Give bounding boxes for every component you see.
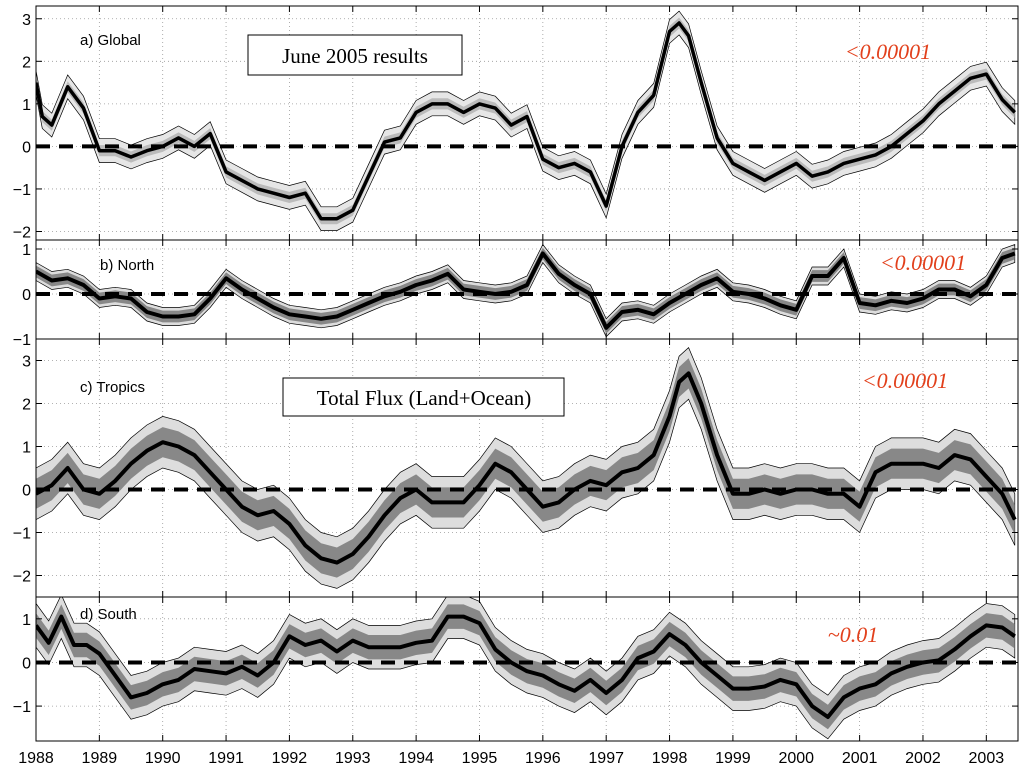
x-tick-label: 1988 xyxy=(18,750,54,767)
y-tick-label: 1 xyxy=(22,440,31,457)
y-tick-label: 1 xyxy=(22,612,31,629)
significance-annotation: <0.00001 xyxy=(845,39,931,64)
panels: −2 −1 0 1 2 3 a) Global June 2005 results <0.000… xyxy=(13,5,1019,742)
y-tick-label: 1 xyxy=(22,97,31,114)
inner-uncertainty-band xyxy=(36,17,1015,225)
y-tick-label: 0 xyxy=(22,139,31,156)
y-tick-label: −1 xyxy=(13,182,31,199)
significance-annotation: ~0.01 xyxy=(828,622,878,647)
x-tick-label: 1997 xyxy=(588,750,624,767)
x-tick-label: 1994 xyxy=(398,750,434,767)
panel-tropics-series xyxy=(36,347,1017,589)
panel-label: a) Global xyxy=(80,32,141,49)
mean-flux-line xyxy=(36,614,1016,719)
panel-south-frame xyxy=(35,596,1019,742)
x-tick-label: 1991 xyxy=(208,750,244,767)
mean-flux-line xyxy=(36,251,1016,330)
panel-tropics: −2 −1 0 1 2 3 c) Tropics Total Flux (Land+Ocean… xyxy=(13,338,1019,598)
x-tick-label: 1998 xyxy=(652,750,688,767)
panel-label: b) North xyxy=(100,257,154,274)
panel-label: c) Tropics xyxy=(80,379,145,396)
x-tick-label: 2001 xyxy=(842,750,878,767)
box-label-frame xyxy=(282,377,565,417)
y-tick-label: 0 xyxy=(22,655,31,672)
x-tick-label: 1992 xyxy=(272,750,308,767)
y-tick-label: 2 xyxy=(22,54,31,71)
inner-uncertainty-band xyxy=(36,358,1015,578)
box-label: Total Flux (Land+Ocean) xyxy=(317,386,531,410)
y-tick-label: 0 xyxy=(22,287,31,304)
y-tick-label: −1 xyxy=(13,332,31,349)
panel-north: −1 0 1 b) North <0.00001 xyxy=(13,239,1019,349)
y-tick-label: 3 xyxy=(22,12,31,29)
inner-uncertainty-band xyxy=(36,604,1015,730)
y-tick-label: 0 xyxy=(22,483,31,500)
significance-annotation: <0.00001 xyxy=(862,368,948,393)
y-tick-label: 1 xyxy=(22,242,31,259)
y-tick-label: −2 xyxy=(13,569,31,586)
x-tick-label: 2002 xyxy=(905,750,941,767)
panel-south-series xyxy=(36,597,1016,740)
box-label: June 2005 results xyxy=(282,44,428,68)
y-tick-label: 3 xyxy=(22,354,31,371)
panel-south: −1 0 1 d) South ~0.01 xyxy=(13,596,1019,742)
x-axis: 1988 1989 1990 1991 1992 1993 1994 1995 1996 1997… xyxy=(18,750,1004,767)
x-tick-label: 1996 xyxy=(525,750,561,767)
y-tick-label: 2 xyxy=(22,397,31,414)
x-tick-label: 2000 xyxy=(778,750,814,767)
panel-label: d) South xyxy=(80,606,137,623)
y-tick-label: −2 xyxy=(13,224,31,241)
x-tick-label: 1993 xyxy=(335,750,371,767)
panel-global-grid xyxy=(36,6,1018,240)
mean-flux-line xyxy=(36,21,1017,221)
x-tick-label: 1989 xyxy=(82,750,118,767)
panel-global-series xyxy=(36,10,1017,231)
x-tick-label: 1990 xyxy=(145,750,181,767)
mean-flux-line xyxy=(36,371,1017,565)
y-tick-label: −1 xyxy=(13,526,31,543)
box-label-frame xyxy=(247,34,463,76)
x-tick-label: 1999 xyxy=(715,750,751,767)
y-tick-label: −1 xyxy=(13,699,31,716)
significance-annotation: <0.00001 xyxy=(880,250,966,275)
x-tick-label: 2003 xyxy=(969,750,1005,767)
x-tick-label: 1995 xyxy=(462,750,498,767)
